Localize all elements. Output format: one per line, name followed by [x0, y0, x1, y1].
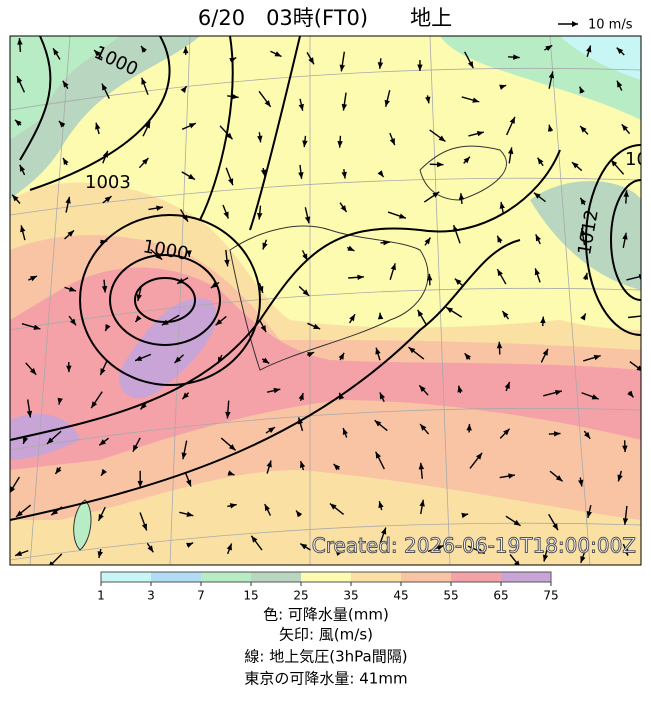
colorbar-tick-label: 75	[543, 589, 558, 603]
wind-arrow-head	[641, 313, 648, 318]
created-stamp: Created: 2026-06-19T18:00:00Z	[312, 534, 636, 558]
colorbar-bin	[401, 572, 451, 582]
title: 6/20 03時(FT0) 地上	[198, 6, 452, 30]
contour-label: 1003	[85, 172, 131, 193]
captions: 色: 可降水量(mm) 矢印: 風(m/s) 線: 地上気圧(3hPa間隔) 東…	[244, 606, 407, 688]
colorbar-tick-label: 15	[243, 589, 258, 603]
colorbar-bin	[301, 572, 351, 582]
caption: 色: 可降水量(mm)	[263, 606, 389, 624]
colorbar-tick-label: 3	[147, 589, 155, 603]
caption: 矢印: 風(m/s)	[279, 626, 373, 644]
colorbar: 1 3 7 15 25 35 45 55 65 75	[97, 572, 558, 603]
colorbar-bin	[151, 572, 201, 582]
colorbar-bin	[201, 572, 251, 582]
colorbar-tick-label: 65	[493, 589, 508, 603]
colorbar-tick-label: 1	[97, 589, 105, 603]
colorbar-tick-label: 35	[343, 589, 358, 603]
caption: 東京の可降水量: 41mm	[244, 670, 407, 688]
colorbar-tick-label: 25	[293, 589, 308, 603]
colorbar-bin	[451, 572, 501, 582]
colorbar-tick-label: 7	[197, 589, 205, 603]
colorbar-bin	[501, 572, 551, 582]
contour-label: 10	[625, 149, 648, 170]
caption: 線: 地上気圧(3hPa間隔)	[244, 648, 407, 666]
colorbar-bin	[351, 572, 401, 582]
colorbar-bin	[251, 572, 301, 582]
wind-scale-label: 10 m/s	[588, 18, 633, 33]
map: 1000 1003 1000 1012 10 Created: 2026-06-…	[9, 36, 651, 568]
wind-scale-head	[572, 21, 578, 27]
colorbar-tick-label: 55	[443, 589, 458, 603]
colorbar-tick-label: 45	[393, 589, 408, 603]
colorbar-bin	[101, 572, 151, 582]
